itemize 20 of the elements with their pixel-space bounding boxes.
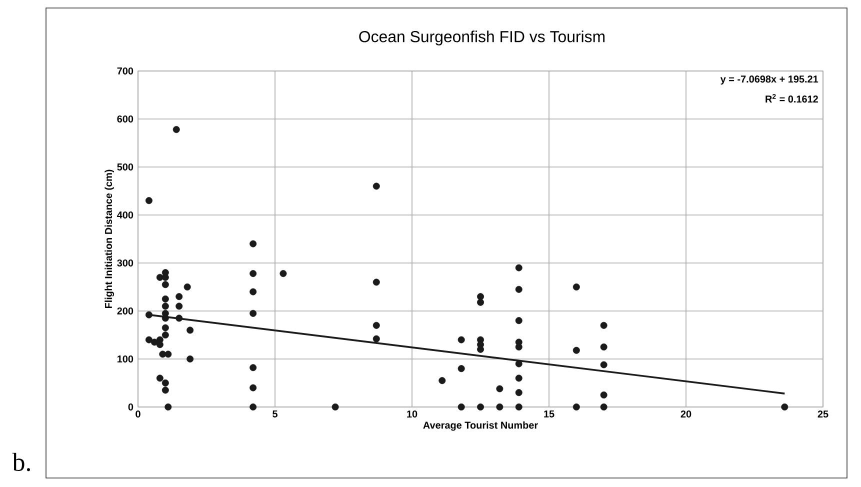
annotation: R$^{2}$ = 0.1612: [766, 94, 818, 103]
chart-title: Ocean Surgeonfish FID vs Tourism: [359, 30, 605, 46]
y-axis-title: Flight Initiation Distance (cm): [104, 170, 114, 308]
y-tick-label: 600: [117, 115, 134, 123]
annotation: y = -7.0698x + 195.21: [720, 76, 818, 85]
x-tick-label: 25: [818, 410, 828, 418]
x-tick-label: 20: [680, 410, 692, 418]
x-tick-label: 0: [136, 410, 140, 418]
x-axis-title: Average Tourist Number: [423, 421, 538, 431]
y-tick-label: 300: [117, 259, 134, 267]
y-tick-label: 500: [117, 163, 134, 171]
y-tick-label: 100: [117, 355, 134, 363]
y-tick-label: 700: [117, 67, 134, 75]
y-tick-label: 400: [117, 211, 134, 219]
x-tick-label: 15: [544, 410, 554, 418]
text: b.: [12, 452, 30, 472]
y-tick-label: 0: [128, 403, 134, 411]
y-tick-label: 200: [117, 307, 134, 315]
x-tick-label: 10: [407, 410, 418, 418]
x-tick-label: 5: [272, 410, 278, 418]
